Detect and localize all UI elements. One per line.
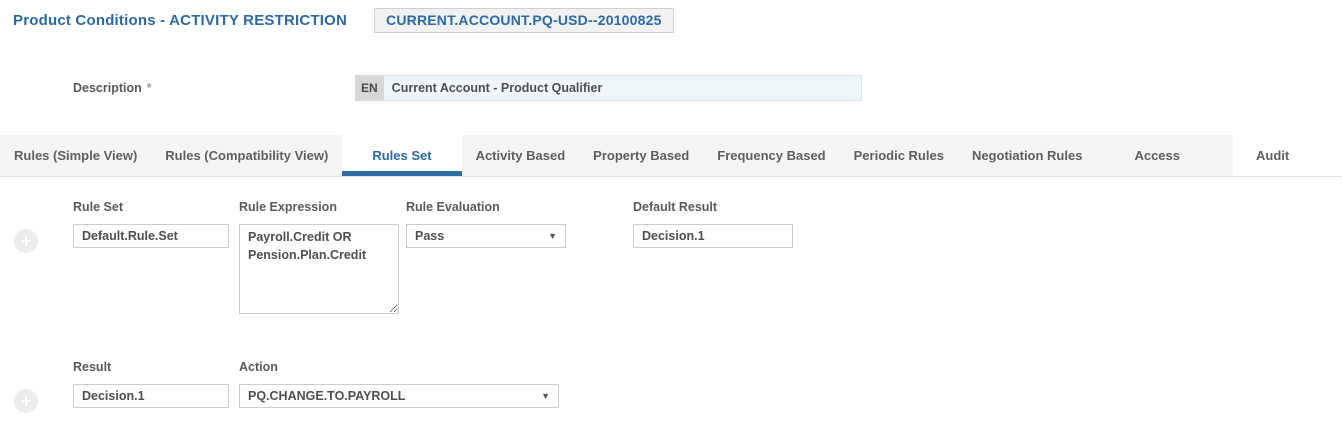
tab-bar: Rules (Simple View) Rules (Compatibility…	[0, 135, 1342, 177]
rule-evaluation-field: Rule Evaluation Pass ▼	[406, 200, 566, 248]
rule-set-label: Rule Set	[73, 200, 124, 214]
rule-set-input[interactable]	[73, 224, 229, 248]
language-code-prefix: EN	[355, 75, 384, 101]
rule-expression-field: Rule Expression Payroll.Credit OR Pensio…	[239, 200, 399, 314]
description-input-group: EN	[355, 75, 862, 101]
default-result-label: Default Result	[633, 200, 718, 214]
description-input[interactable]	[383, 75, 862, 101]
rule-expression-textarea[interactable]: Payroll.Credit OR Pension.Plan.Credit	[239, 224, 399, 314]
action-field: Action PQ.CHANGE.TO.PAYROLL ▼	[239, 360, 559, 408]
description-label: Description *	[73, 81, 152, 95]
tab-rules-compatibility-view[interactable]: Rules (Compatibility View)	[165, 148, 329, 163]
default-result-input[interactable]	[633, 224, 793, 248]
result-label: Result	[73, 360, 112, 374]
page-title: Product Conditions - ACTIVITY RESTRICTIO…	[13, 12, 348, 29]
tab-access[interactable]: Access	[1134, 148, 1180, 163]
chevron-down-icon: ▼	[548, 231, 557, 241]
action-select[interactable]: PQ.CHANGE.TO.PAYROLL ▼	[239, 384, 559, 408]
add-result-button[interactable]: +	[14, 389, 38, 413]
tab-activity-based[interactable]: Activity Based	[475, 148, 566, 163]
tab-rules-simple-view[interactable]: Rules (Simple View)	[14, 148, 138, 163]
record-id-badge: CURRENT.ACCOUNT.PQ-USD--20100825	[374, 8, 674, 33]
required-asterisk: *	[146, 81, 152, 95]
tab-periodic-rules[interactable]: Periodic Rules	[853, 148, 944, 163]
tab-bar-inner: Rules (Simple View) Rules (Compatibility…	[0, 135, 1289, 176]
action-selected-value: PQ.CHANGE.TO.PAYROLL	[248, 389, 406, 403]
chevron-down-icon: ▼	[541, 391, 550, 401]
tab-frequency-based[interactable]: Frequency Based	[717, 148, 826, 163]
rule-evaluation-select[interactable]: Pass ▼	[406, 224, 566, 248]
tab-property-based[interactable]: Property Based	[593, 148, 690, 163]
result-field: Result	[73, 360, 229, 408]
rule-evaluation-selected-value: Pass	[415, 229, 445, 243]
page-header: Product Conditions - ACTIVITY RESTRICTIO…	[13, 8, 674, 33]
tab-audit[interactable]: Audit	[1256, 148, 1290, 163]
default-result-field: Default Result	[633, 200, 793, 248]
rule-set-field: Rule Set	[73, 200, 229, 248]
tab-negotiation-rules[interactable]: Negotiation Rules	[971, 148, 1083, 163]
rule-expression-label: Rule Expression	[239, 200, 337, 214]
add-rule-set-button[interactable]: +	[14, 229, 38, 253]
result-input[interactable]	[73, 384, 229, 408]
action-label: Action	[239, 360, 278, 374]
rule-evaluation-label: Rule Evaluation	[406, 200, 500, 214]
tab-rules-set[interactable]: Rules Set	[342, 135, 462, 176]
